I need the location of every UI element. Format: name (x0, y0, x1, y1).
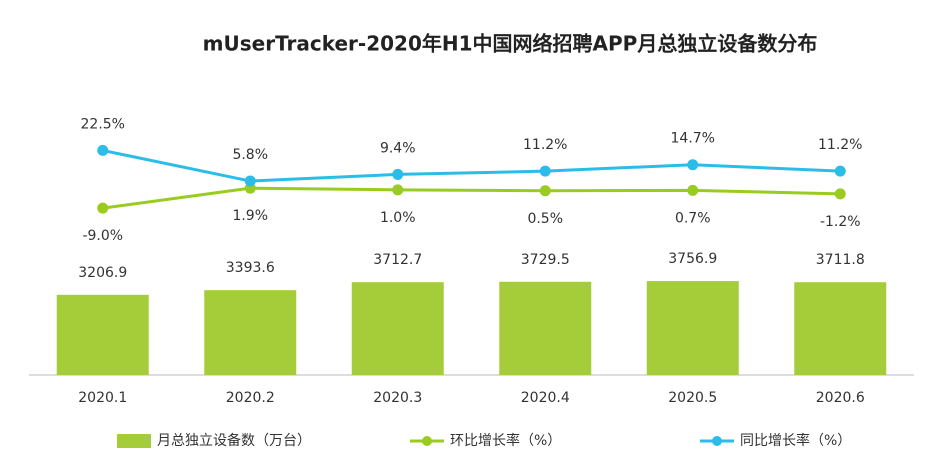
line-point (687, 159, 699, 171)
line-point (834, 165, 846, 177)
data-label: 3729.5 (521, 252, 570, 268)
line-point (392, 184, 404, 196)
line-point (539, 165, 551, 177)
data-label: -1.2% (820, 214, 861, 230)
x-tick-label: 2020.2 (226, 390, 275, 406)
line-point (97, 202, 109, 214)
data-label: 0.7% (675, 210, 711, 226)
data-label: 14.7% (671, 131, 715, 147)
data-label: 11.2% (523, 137, 567, 153)
data-label: 22.5% (81, 116, 125, 132)
bar (204, 290, 297, 375)
data-label: 3711.8 (816, 252, 865, 268)
data-label: 0.5% (527, 211, 563, 227)
x-tick-label: 2020.5 (668, 390, 717, 406)
data-label: 1.0% (380, 210, 416, 226)
data-label: 3712.7 (373, 252, 422, 268)
legend-label: 月总独立设备数（万台） (157, 432, 311, 449)
bar (499, 281, 592, 375)
bar (56, 294, 149, 375)
data-label: 1.9% (232, 208, 268, 224)
x-tick-label: 2020.1 (78, 390, 127, 406)
line-point (392, 168, 404, 180)
data-label: 3393.6 (226, 260, 275, 276)
data-label: 9.4% (380, 140, 416, 156)
line-point (687, 184, 699, 196)
line (102, 148, 841, 183)
legend-label: 环比增长率（%） (450, 432, 561, 449)
bar (794, 282, 887, 375)
legend-label: 同比增长率（%） (740, 432, 851, 449)
bar (351, 282, 444, 375)
legend-swatch (117, 434, 151, 448)
legend-swatch (422, 436, 432, 446)
chart-title: mUserTracker-2020年H1中国网络招聘APP月总独立设备数分布 (203, 32, 818, 56)
x-tick-label: 2020.3 (373, 390, 422, 406)
data-label: 5.8% (232, 147, 268, 163)
data-label: 3756.9 (668, 251, 717, 267)
bar (646, 281, 739, 375)
x-tick-label: 2020.4 (521, 390, 570, 406)
line-point (539, 185, 551, 197)
data-label: -9.0% (82, 228, 123, 244)
legend-swatch (712, 436, 722, 446)
x-tick-label: 2020.6 (816, 390, 865, 406)
line-point (834, 188, 846, 200)
line (102, 186, 841, 210)
data-label: 11.2% (818, 137, 862, 153)
line-point (97, 144, 109, 156)
data-label: 3206.9 (78, 265, 127, 281)
line-point (244, 175, 256, 187)
